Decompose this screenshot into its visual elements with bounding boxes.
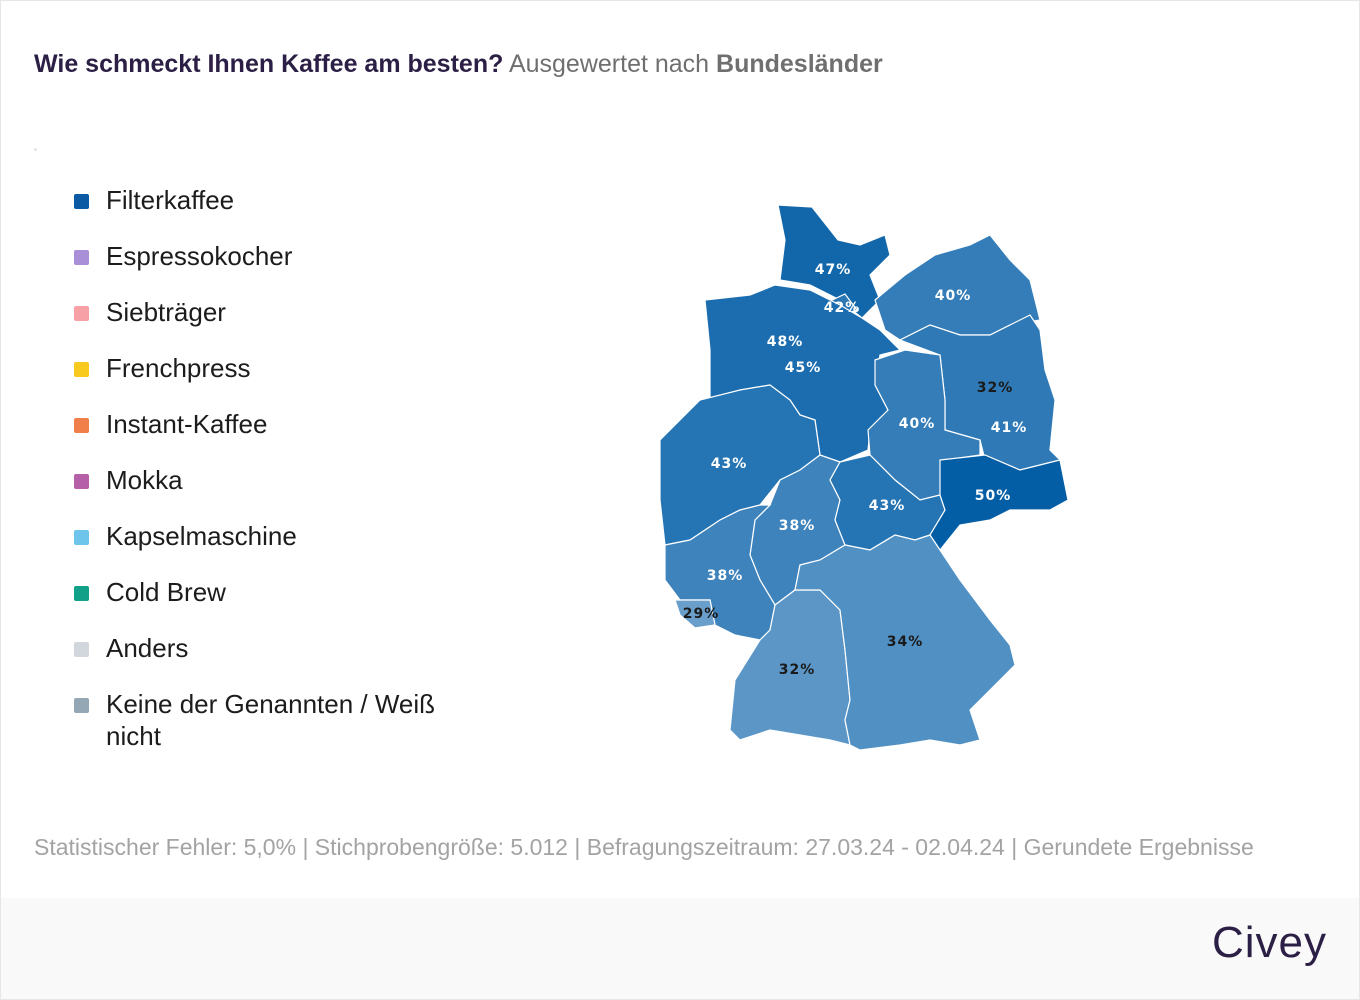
legend-item[interactable]: Anders xyxy=(74,632,474,664)
legend-item[interactable]: Cold Brew xyxy=(74,576,474,608)
legend-item[interactable]: Frenchpress xyxy=(74,352,474,384)
legend-label: Keine der Genannten / Weiß nicht xyxy=(106,689,436,751)
legend-label: Mokka xyxy=(106,465,183,495)
subtitle-prefix: Ausgewertet nach xyxy=(508,50,710,78)
legend-swatch xyxy=(74,586,89,601)
region-value-label: 32% xyxy=(977,380,1014,396)
region-value-label: 42% xyxy=(824,300,861,316)
question-text: Wie schmeckt Ihnen Kaffee am besten? xyxy=(34,50,504,78)
region-sachsen[interactable] xyxy=(929,454,1069,552)
legend-item[interactable]: Mokka xyxy=(74,464,474,496)
region-value-label: 38% xyxy=(707,568,744,584)
legend-label: Siebträger xyxy=(106,297,226,327)
legend-label: Instant-Kaffee xyxy=(106,409,268,439)
region-value-label: 48% xyxy=(767,334,804,350)
decorative-dot xyxy=(34,148,37,151)
region-value-label: 40% xyxy=(899,416,936,432)
legend-label: Kapselmaschine xyxy=(106,521,297,551)
legend-swatch xyxy=(74,642,89,657)
legend-swatch xyxy=(74,698,89,713)
legend-label: Frenchpress xyxy=(106,353,251,383)
region-value-label: 45% xyxy=(785,360,822,376)
region-saarland[interactable] xyxy=(674,599,716,629)
legend-item[interactable]: Keine der Genannten / Weiß nicht xyxy=(74,688,474,752)
legend-swatch xyxy=(74,194,89,209)
region-value-label: 43% xyxy=(869,498,906,514)
legend-swatch xyxy=(74,306,89,321)
legend-label: Anders xyxy=(106,633,189,663)
legend-item[interactable]: Filterkaffee xyxy=(74,184,474,216)
region-value-label: 38% xyxy=(779,518,816,534)
dimension-label: Bundesländer xyxy=(716,50,883,78)
survey-footnote: Statistischer Fehler: 5,0% | Stichproben… xyxy=(34,834,1254,860)
legend-item[interactable]: Instant-Kaffee xyxy=(74,408,474,440)
region-value-label: 43% xyxy=(711,456,748,472)
footer-bar: Civey xyxy=(1,898,1359,999)
legend-swatch xyxy=(74,362,89,377)
legend-label: Espressokocher xyxy=(106,241,293,271)
chart-title: Wie schmeckt Ihnen Kaffee am besten? Aus… xyxy=(34,50,883,79)
legend-swatch xyxy=(74,250,89,265)
legend-swatch xyxy=(74,418,89,433)
legend-item[interactable]: Siebträger xyxy=(74,296,474,328)
region-value-label: 47% xyxy=(815,262,852,278)
civey-logo: Civey xyxy=(1211,918,1327,967)
region-value-label: 29% xyxy=(683,606,720,622)
legend-label: Filterkaffee xyxy=(106,185,235,215)
region-value-label: 34% xyxy=(887,634,924,650)
region-value-label: 50% xyxy=(975,488,1012,504)
region-bayern[interactable] xyxy=(794,534,1016,751)
legend-item[interactable]: Kapselmaschine xyxy=(74,520,474,552)
region-value-label: 32% xyxy=(779,662,816,678)
legend: Filterkaffee Espressokocher Siebträger Fren… xyxy=(74,184,474,776)
region-value-label: 40% xyxy=(935,288,972,304)
legend-swatch xyxy=(74,474,89,489)
legend-label: Cold Brew xyxy=(106,577,226,607)
legend-item[interactable]: Espressokocher xyxy=(74,240,474,272)
region-value-label: 41% xyxy=(991,420,1028,436)
region-schleswig-holstein[interactable] xyxy=(777,204,891,319)
legend-swatch xyxy=(74,530,89,545)
